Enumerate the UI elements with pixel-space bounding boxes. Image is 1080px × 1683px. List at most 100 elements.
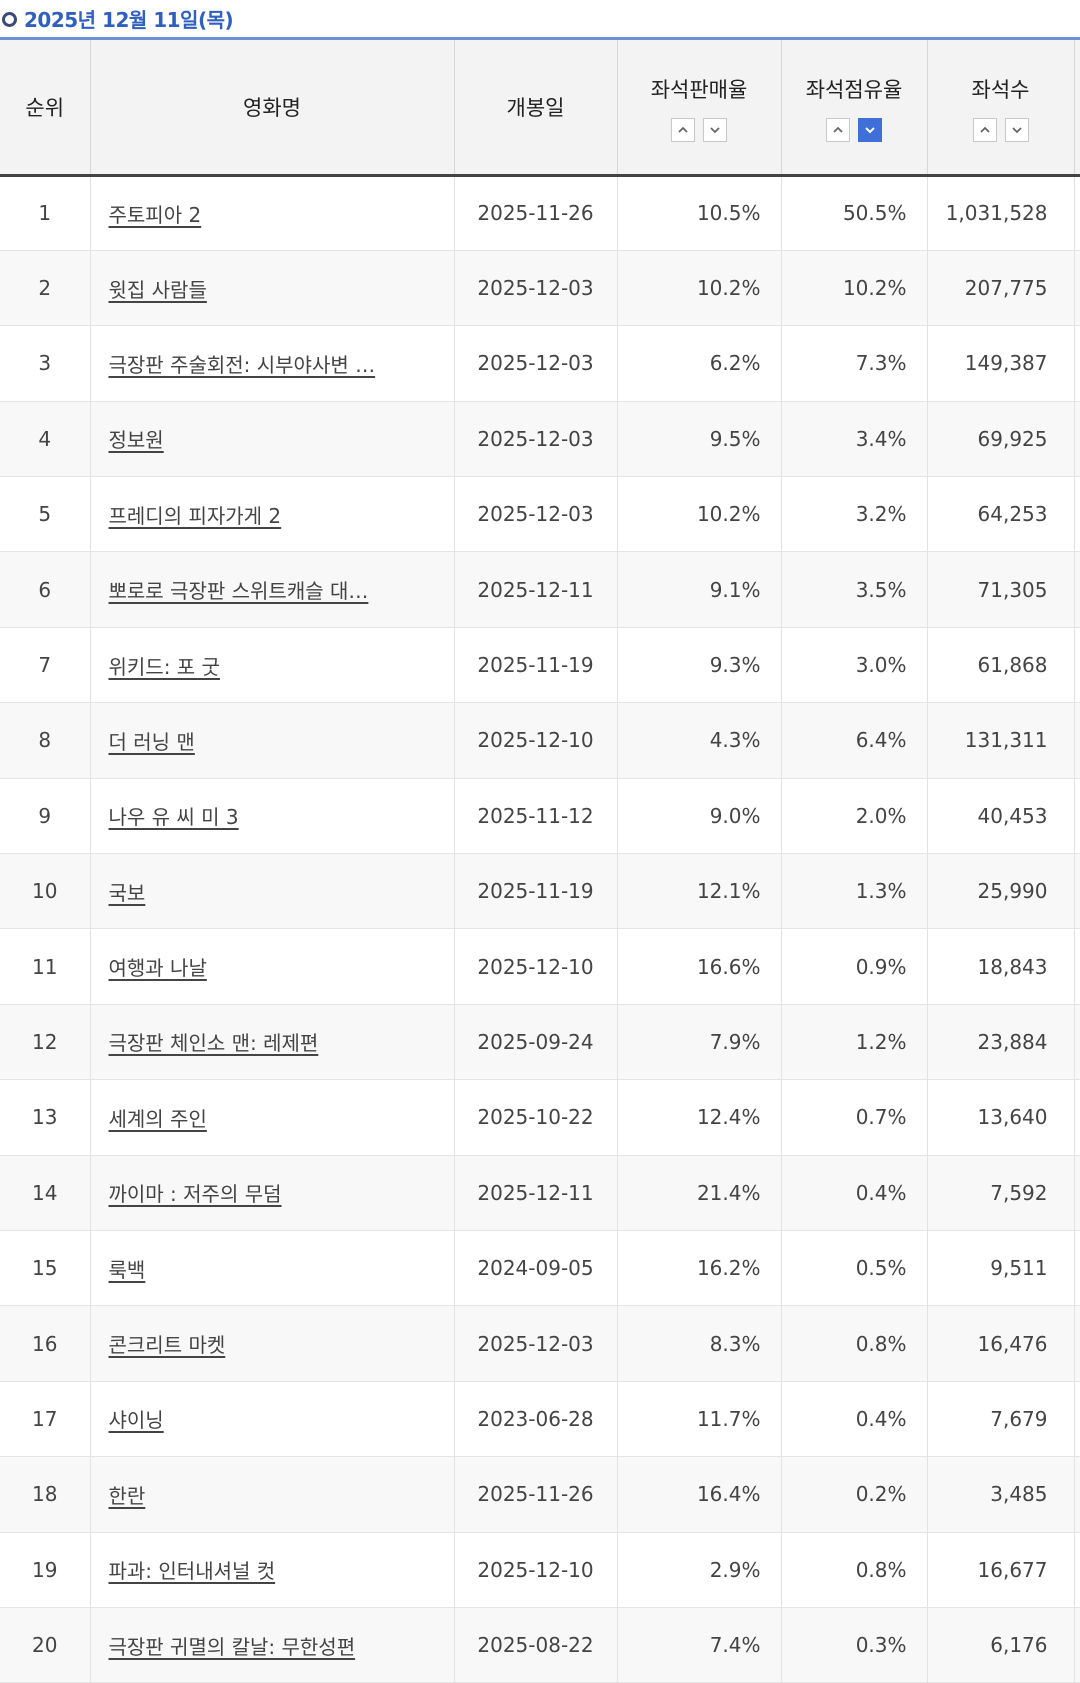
movie-title-link[interactable]: 뽀로로 극장판 스위트캐슬 대… xyxy=(108,579,369,604)
extra-cell xyxy=(1074,853,1080,930)
table-row: 17 샤이닝 2023-06-28 11.7% 0.4% 7,679 xyxy=(0,1381,1080,1458)
movie-title-cell: 샤이닝 xyxy=(90,1381,455,1458)
chevron-down-icon xyxy=(865,127,875,134)
sort-descending-button[interactable] xyxy=(1004,118,1029,142)
seats-cell: 6,176 xyxy=(927,1607,1075,1683)
seats-cell: 61,868 xyxy=(927,627,1075,704)
movie-title-link[interactable]: 파과: 인터내셔널 컷 xyxy=(108,1559,276,1584)
movie-title-link[interactable]: 룩백 xyxy=(108,1257,146,1282)
sales-rate-cell: 16.2% xyxy=(617,1230,782,1307)
sort-ascending-button[interactable] xyxy=(671,118,695,142)
sort-buttons-sales-rate xyxy=(618,118,781,142)
column-header-share-rate: 좌석점유율 xyxy=(781,40,928,177)
movie-title-link[interactable]: 주토피아 2 xyxy=(108,202,202,227)
table-row: 20 극장판 귀멸의 칼날: 무한성편 2025-08-22 7.4% 0.3% 6,17… xyxy=(0,1607,1080,1683)
share-rate-cell: 1.3% xyxy=(781,853,928,930)
rank-cell: 8 xyxy=(0,702,91,779)
sales-rate-cell: 10.5% xyxy=(617,175,782,251)
movie-title-link[interactable]: 더 러닝 맨 xyxy=(108,729,195,754)
sort-descending-button[interactable] xyxy=(703,118,727,142)
extra-cell xyxy=(1074,928,1080,1005)
sales-rate-cell: 16.4% xyxy=(617,1456,782,1533)
open-date-cell: 2024-09-05 xyxy=(454,1230,618,1307)
sort-ascending-button[interactable] xyxy=(972,118,997,142)
movie-title-link[interactable]: 까이마 : 저주의 무덤 xyxy=(108,1182,282,1207)
extra-cell xyxy=(1074,551,1080,628)
sales-rate-cell: 9.1% xyxy=(617,551,782,628)
column-header-open-date: 개봉일 xyxy=(454,40,618,177)
seats-cell: 64,253 xyxy=(927,476,1075,553)
movie-title-cell: 한란 xyxy=(90,1456,455,1533)
rank-cell: 11 xyxy=(0,928,91,1005)
movie-title-cell: 극장판 주술회전: 시부야사변 … xyxy=(90,325,455,402)
movie-title-link[interactable]: 나우 유 씨 미 3 xyxy=(108,805,239,830)
seats-cell: 16,476 xyxy=(927,1305,1075,1382)
open-date-cell: 2025-10-22 xyxy=(454,1079,618,1156)
seats-cell: 25,990 xyxy=(927,853,1075,930)
open-date-cell: 2025-11-12 xyxy=(454,778,618,855)
movie-title-cell: 여행과 나날 xyxy=(90,928,455,1005)
share-rate-cell: 0.4% xyxy=(781,1381,928,1458)
extra-cell xyxy=(1074,778,1080,855)
sales-rate-cell: 8.3% xyxy=(617,1305,782,1382)
column-header-sales-rate: 좌석판매율 xyxy=(617,40,782,177)
table-row: 10 국보 2025-11-19 12.1% 1.3% 25,990 xyxy=(0,853,1080,930)
extra-cell xyxy=(1074,1230,1080,1307)
sales-rate-cell: 10.2% xyxy=(617,476,782,553)
movie-title-cell: 룩백 xyxy=(90,1230,455,1307)
movie-title-link[interactable]: 콘크리트 마켓 xyxy=(108,1333,226,1358)
date-label: 2025년 12월 11일(목) xyxy=(24,8,234,32)
rank-cell: 16 xyxy=(0,1305,91,1382)
movie-title-link[interactable]: 극장판 주술회전: 시부야사변 … xyxy=(108,352,376,377)
sort-buttons-share-rate xyxy=(782,118,927,142)
movie-title-link[interactable]: 국보 xyxy=(108,880,146,905)
movie-title-link[interactable]: 극장판 귀멸의 칼날: 무한성편 xyxy=(108,1634,356,1659)
open-date-cell: 2025-12-03 xyxy=(454,476,618,553)
extra-cell xyxy=(1074,175,1080,251)
extra-cell xyxy=(1074,476,1080,553)
open-date-cell: 2023-06-28 xyxy=(454,1381,618,1458)
sort-ascending-button[interactable] xyxy=(826,118,850,142)
rank-cell: 1 xyxy=(0,175,91,251)
table-row: 14 까이마 : 저주의 무덤 2025-12-11 21.4% 0.4% 7,592 xyxy=(0,1155,1080,1231)
movie-title-link[interactable]: 위키드: 포 굿 xyxy=(108,654,220,679)
movie-title-link[interactable]: 샤이닝 xyxy=(108,1408,164,1433)
share-rate-cell: 0.4% xyxy=(781,1155,928,1231)
sort-descending-button-active[interactable] xyxy=(858,118,882,142)
rank-cell: 3 xyxy=(0,325,91,402)
movie-title-link[interactable]: 한란 xyxy=(108,1483,146,1508)
table-row: 4 정보원 2025-12-03 9.5% 3.4% 69,925 xyxy=(0,401,1080,478)
open-date-cell: 2025-08-22 xyxy=(454,1607,618,1683)
movie-title-cell: 국보 xyxy=(90,853,455,930)
movie-title-link[interactable]: 여행과 나날 xyxy=(108,956,207,981)
movie-title-link[interactable]: 윗집 사람들 xyxy=(108,277,207,302)
extra-cell xyxy=(1074,1381,1080,1458)
rank-cell: 4 xyxy=(0,401,91,478)
seats-cell: 7,679 xyxy=(927,1381,1075,1458)
movie-title-link[interactable]: 세계의 주인 xyxy=(108,1106,207,1131)
movie-title-link[interactable]: 극장판 체인소 맨: 레제편 xyxy=(108,1031,319,1056)
movie-title-cell: 파과: 인터내셔널 컷 xyxy=(90,1532,455,1608)
share-rate-cell: 3.5% xyxy=(781,551,928,628)
movie-title-cell: 극장판 체인소 맨: 레제편 xyxy=(90,1004,455,1081)
sales-rate-cell: 7.9% xyxy=(617,1004,782,1081)
open-date-cell: 2025-12-03 xyxy=(454,325,618,402)
sales-rate-cell: 12.4% xyxy=(617,1079,782,1156)
sales-rate-cell: 7.4% xyxy=(617,1607,782,1683)
seats-cell: 16,677 xyxy=(927,1532,1075,1608)
table-row: 12 극장판 체인소 맨: 레제편 2025-09-24 7.9% 1.2% 23,884 xyxy=(0,1004,1080,1081)
sales-rate-cell: 21.4% xyxy=(617,1155,782,1231)
movie-title-link[interactable]: 프레디의 피자가게 2 xyxy=(108,503,282,528)
seats-cell: 71,305 xyxy=(927,551,1075,628)
rank-cell: 2 xyxy=(0,250,91,327)
share-rate-cell: 7.3% xyxy=(781,325,928,402)
column-header-share-rate-label: 좌석점유율 xyxy=(805,78,903,102)
sales-rate-cell: 12.1% xyxy=(617,853,782,930)
movie-title-link[interactable]: 정보원 xyxy=(108,428,164,453)
share-rate-cell: 3.4% xyxy=(781,401,928,478)
column-header-sales-rate-label: 좌석판매율 xyxy=(650,78,748,102)
extra-cell xyxy=(1074,1079,1080,1156)
seats-cell: 131,311 xyxy=(927,702,1075,779)
seats-cell: 1,031,528 xyxy=(927,175,1075,251)
table-row: 7 위키드: 포 굿 2025-11-19 9.3% 3.0% 61,868 xyxy=(0,627,1080,704)
